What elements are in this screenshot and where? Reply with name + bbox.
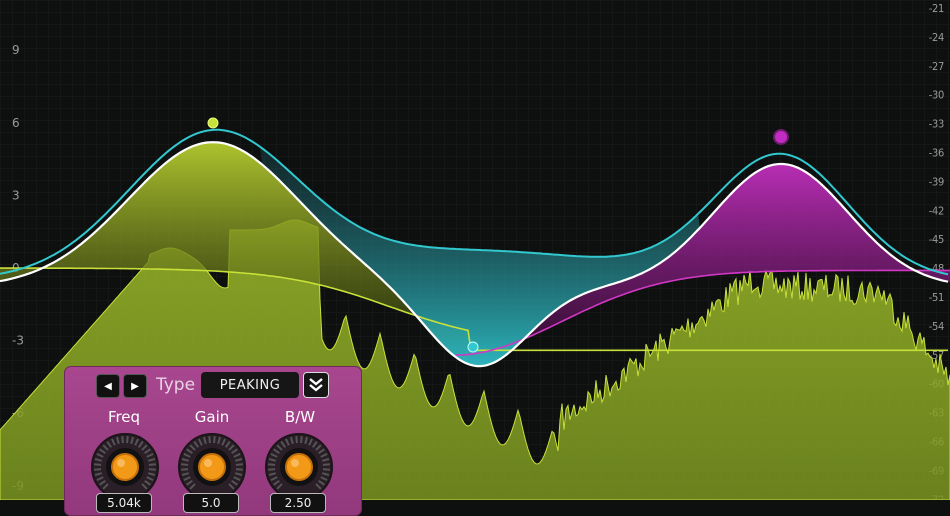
left-scale-label: -3 (12, 334, 24, 348)
magenta-band-curve (455, 269, 950, 356)
gain-value[interactable]: 5.0 (183, 493, 239, 513)
filter-type-dropdown-button[interactable] (303, 372, 329, 398)
bw-value[interactable]: 2.50 (270, 493, 326, 513)
freq-knob[interactable] (90, 432, 160, 502)
band-control-panel: ◀ ▶ Type PEAKING Freq Gain B/W 5.04k 5.0… (64, 366, 362, 516)
knob-graphic (91, 433, 159, 501)
knob-graphic (265, 433, 333, 501)
next-band-button[interactable]: ▶ (123, 374, 147, 398)
right-arrow-icon: ▶ (131, 380, 139, 392)
prev-band-button[interactable]: ◀ (96, 374, 120, 398)
right-scale-label: -42 (929, 204, 944, 217)
cyan-envelope-curve (0, 128, 949, 276)
left-scale-label: 9 (12, 43, 20, 57)
right-scale-label: -30 (929, 89, 944, 102)
right-scale-label: -39 (929, 175, 944, 188)
bw-knob[interactable] (264, 432, 334, 502)
right-scale-label: -27 (929, 60, 944, 73)
right-scale-label: -24 (929, 31, 944, 44)
cyan-band-fill (260, 146, 700, 367)
gain-knob[interactable] (177, 432, 247, 502)
knob-graphic (178, 433, 246, 501)
freq-value[interactable]: 5.04k (96, 493, 152, 513)
right-scale-label: -51 (929, 291, 944, 304)
type-label: Type (156, 375, 196, 395)
bw-label: B/W (284, 408, 316, 426)
right-scale-label: -21 (929, 2, 944, 15)
right-scale-label: -45 (929, 233, 944, 246)
green-band-node[interactable] (207, 117, 219, 129)
double-chevron-down-icon (309, 378, 323, 392)
magenta-band-fill (470, 164, 950, 367)
left-scale-label: 3 (12, 188, 20, 202)
freq-label: Freq (107, 408, 141, 426)
left-scale-label: 6 (12, 116, 20, 130)
total-eq-curve (0, 141, 949, 368)
filter-type-select[interactable]: PEAKING (201, 372, 299, 398)
cyan-band-node[interactable] (467, 341, 479, 353)
left-arrow-icon: ◀ (104, 380, 112, 392)
magenta-band-node[interactable] (773, 129, 789, 145)
right-scale-label: -54 (929, 320, 944, 333)
gain-label: Gain (194, 408, 230, 426)
green-band-fill (0, 142, 470, 364)
right-scale-label: -36 (929, 147, 944, 160)
right-scale-label: -33 (929, 118, 944, 131)
